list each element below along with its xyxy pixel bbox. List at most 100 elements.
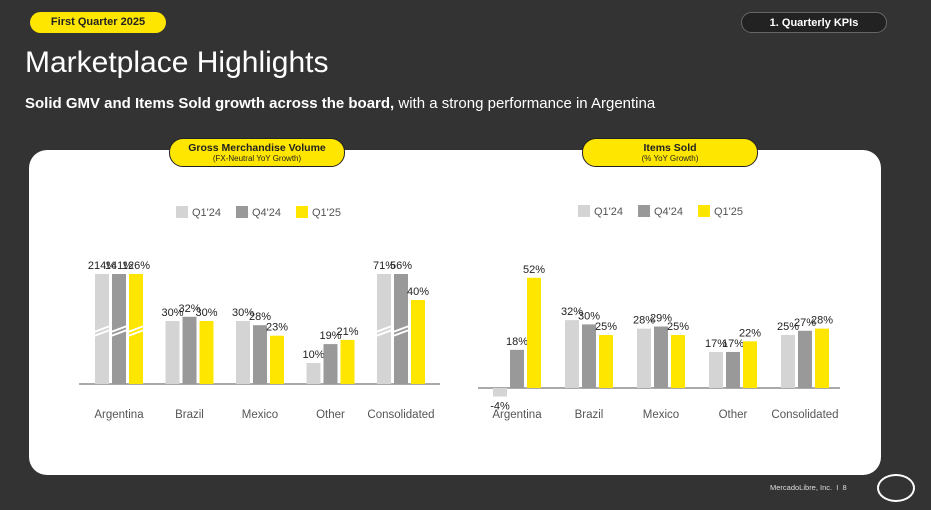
- page-title: Marketplace Highlights: [25, 46, 329, 79]
- items-legend-label: Q1'25: [714, 206, 743, 218]
- items-bar: [582, 324, 596, 388]
- items-data-label: 25%: [595, 321, 617, 333]
- gmv-data-label: 30%: [161, 307, 183, 319]
- gmv-category-label: Other: [316, 409, 345, 421]
- gmv-legend-label: Q1'24: [192, 207, 221, 219]
- gmv-data-label: 141%: [105, 260, 133, 272]
- items-bar: [815, 328, 829, 388]
- items-legend-label: Q1'24: [594, 206, 623, 218]
- items-bar: [510, 349, 524, 388]
- items-bar: [599, 335, 613, 388]
- items-data-label: 29%: [650, 313, 672, 325]
- gmv-category-label: Brazil: [175, 409, 204, 421]
- items-category-label: Argentina: [492, 409, 542, 421]
- items-data-label: 17%: [705, 338, 727, 350]
- subtitle-bold: Solid GMV and Items Sold growth across t…: [25, 95, 395, 112]
- items-bar: [654, 326, 668, 388]
- gmv-legend-swatch: [236, 206, 248, 218]
- gmv-category-label: Argentina: [94, 409, 144, 421]
- items-data-label: 27%: [794, 317, 816, 329]
- gmv-data-label: 32%: [178, 303, 200, 315]
- gmv-data-label: 23%: [266, 322, 288, 334]
- gmv-chart-title: Gross Merchandise Volume: [188, 142, 326, 154]
- gmv-bar: [236, 321, 250, 384]
- gmv-data-label: 21%: [336, 326, 358, 338]
- items-category-label: Mexico: [643, 409, 679, 421]
- footer-page: 8: [842, 483, 847, 492]
- items-data-label: 22%: [739, 327, 761, 339]
- gmv-data-label: 214%: [88, 260, 116, 272]
- page-subtitle: Solid GMV and Items Sold growth across t…: [25, 95, 655, 112]
- footer-text: MercadoLibre, Inc. I 8: [770, 483, 847, 492]
- items-bar: [565, 320, 579, 388]
- gmv-axis-break-mark: [93, 325, 111, 337]
- items-data-label: -4%: [490, 400, 510, 412]
- gmv-bar: [306, 363, 321, 384]
- gmv-data-label: 126%: [122, 260, 150, 272]
- items-data-label: 18%: [506, 336, 528, 348]
- quarter-badge: First Quarter 2025: [30, 12, 166, 33]
- gmv-axis-break-mark: [127, 325, 145, 337]
- items-data-label: 28%: [633, 315, 655, 327]
- items-category-label: Other: [719, 409, 748, 421]
- charts-panel: [29, 150, 881, 475]
- items-data-label: 25%: [667, 321, 689, 333]
- gmv-legend-label: Q1'25: [312, 207, 341, 219]
- items-bar: [798, 330, 812, 388]
- gmv-category-label: Consolidated: [367, 409, 434, 421]
- items-bar: [709, 351, 723, 388]
- items-bar: [493, 388, 507, 397]
- gmv-bar: [199, 321, 214, 384]
- items-data-label: 32%: [561, 306, 583, 318]
- gmv-category-label: Mexico: [242, 409, 278, 421]
- items-bar: [671, 335, 685, 388]
- items-data-label: 28%: [811, 315, 833, 327]
- items-bar: [726, 351, 740, 388]
- gmv-legend-label: Q4'24: [252, 207, 281, 219]
- items-chart-label: Items Sold (% YoY Growth): [582, 138, 758, 167]
- gmv-legend-swatch: [176, 206, 188, 218]
- gmv-bar: [165, 321, 180, 384]
- items-bar: [743, 341, 757, 388]
- gmv-data-label: 30%: [232, 307, 254, 319]
- items-data-label: 25%: [777, 321, 799, 333]
- subtitle-rest: with a strong performance in Argentina: [394, 95, 656, 112]
- section-badge: 1. Quarterly KPIs: [741, 12, 887, 33]
- items-legend-swatch: [578, 205, 590, 217]
- footer-company: MercadoLibre, Inc.: [770, 483, 833, 492]
- items-bar: [781, 335, 795, 388]
- items-data-label: 17%: [722, 338, 744, 350]
- gmv-axis-break-mark: [392, 325, 410, 337]
- items-legend-label: Q4'24: [654, 206, 683, 218]
- items-legend-swatch: [638, 205, 650, 217]
- gmv-chart-label: Gross Merchandise Volume (FX-Neutral YoY…: [169, 138, 345, 167]
- gmv-data-label: 19%: [319, 330, 341, 342]
- handshake-logo-icon: [877, 474, 915, 502]
- gmv-data-label: 28%: [249, 311, 271, 323]
- gmv-data-label: 40%: [407, 286, 429, 298]
- items-legend-swatch: [698, 205, 710, 217]
- items-category-label: Consolidated: [771, 409, 838, 421]
- gmv-bar: [182, 316, 197, 384]
- gmv-bar: [253, 325, 267, 384]
- gmv-data-label: 56%: [390, 260, 412, 272]
- gmv-bar: [411, 300, 425, 384]
- gmv-data-label: 30%: [195, 307, 217, 319]
- gmv-data-label: 10%: [302, 349, 324, 361]
- gmv-axis-break-mark: [375, 325, 393, 337]
- gmv-chart-subtitle: (FX-Neutral YoY Growth): [212, 154, 302, 163]
- gmv-bar: [323, 344, 338, 384]
- items-bar: [637, 328, 651, 388]
- gmv-bar: [270, 335, 284, 384]
- gmv-data-label: 71%: [373, 260, 395, 272]
- items-data-label: 30%: [578, 310, 600, 322]
- items-data-label: 52%: [523, 264, 545, 276]
- items-bar: [527, 277, 541, 388]
- items-category-label: Brazil: [575, 409, 604, 421]
- gmv-bar: [340, 339, 355, 384]
- gmv-legend-swatch: [296, 206, 308, 218]
- items-chart-title: Items Sold: [643, 142, 697, 154]
- gmv-axis-break-mark: [110, 325, 128, 337]
- items-chart-subtitle: (% YoY Growth): [641, 154, 699, 163]
